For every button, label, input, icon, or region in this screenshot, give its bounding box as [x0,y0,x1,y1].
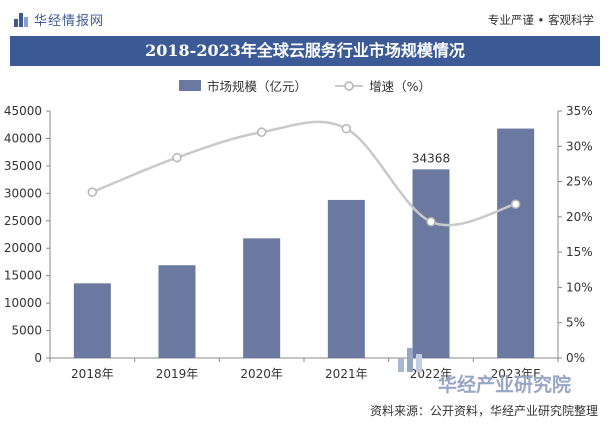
top-bar: 华经情报网 专业严谨 • 客观科学 [0,0,610,36]
line-point [510,199,521,209]
line-point [172,152,182,163]
right-axis-tick-label: 15% [566,245,593,259]
left-axis-tick-label: 25000 [4,214,42,228]
line-point [426,217,436,227]
source-note: 资料来源：公开资料，华经产业研究院整理 [369,404,598,418]
bar [243,238,281,358]
legend-item-bar: 市场规模（亿元） [179,76,307,95]
bar [497,128,535,358]
right-axis-tick-label: 20% [566,210,593,224]
brand-logo-icon [14,12,28,27]
left-axis-tick-label: 10000 [4,296,42,310]
legend-label-line: 增速（%） [369,79,431,94]
left-axis-tick-label: 40000 [4,131,42,145]
bar [158,265,196,358]
x-axis-tick-label: 2020年 [240,367,283,381]
growth-rate-line [91,120,516,227]
line-point [256,127,267,137]
legend-line-swatch-icon [335,80,364,91]
watermark-text: 华经产业研究院 [438,374,572,396]
line-point [341,123,352,134]
bar-data-label: 34368 [412,151,450,165]
right-axis-tick-label: 30% [566,139,593,153]
legend-label-bar: 市场规模（亿元） [207,79,308,94]
x-axis-tick-label: 2021年 [325,367,368,381]
x-axis-tick-label: 2019年 [156,367,199,381]
legend-bar-swatch [179,80,202,91]
right-axis-tick-label: 5% [566,316,585,330]
right-axis-tick-label: 25% [566,175,593,189]
right-axis-tick-label: 35% [566,104,593,118]
line-point [87,187,98,197]
left-axis-tick-label: 0 [34,351,42,365]
legend-item-line: 增速（%） [335,76,431,95]
watermark: 华经产业研究院 [398,348,598,400]
slogan: 专业严谨 • 客观科学 [487,13,594,27]
left-axis-tick-label: 35000 [4,159,42,173]
x-axis-tick-label: 2023年E [491,367,541,381]
bar [412,169,450,358]
right-axis-tick-label: 10% [566,280,593,294]
left-axis-tick-label: 15000 [4,269,42,283]
brand: 华经情报网 [14,10,104,29]
bar [327,199,365,358]
left-axis-tick-label: 45000 [4,104,42,118]
right-axis-tick-label: 0% [566,351,585,365]
brand-name: 华经情报网 [34,14,105,29]
chart-title: 2018-2023年全球云服务行业市场规模情况 [10,36,600,66]
left-axis-tick-label: 20000 [4,241,42,255]
legend: 市场规模（亿元） 增速（%） [0,76,610,95]
bar [73,283,111,358]
left-axis-tick-label: 5000 [11,324,42,338]
x-axis-tick-label: 2018年 [71,367,114,381]
left-axis-tick-label: 30000 [4,186,42,200]
